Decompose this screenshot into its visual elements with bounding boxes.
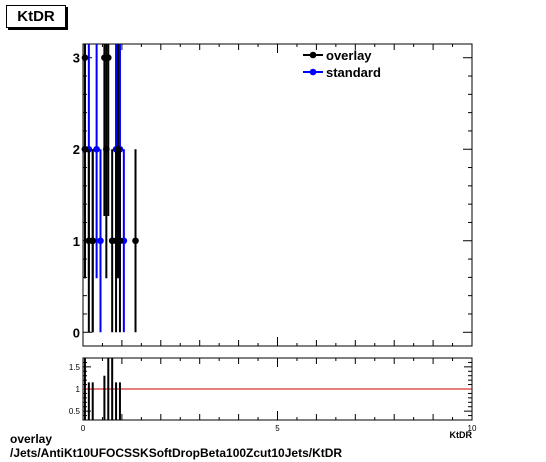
legend-label: overlay: [326, 48, 372, 63]
x-tick-label: 10: [468, 424, 477, 433]
ratio-y-tick-label: 1: [76, 385, 81, 394]
legend-label: standard: [326, 65, 381, 80]
chart-title: KtDR: [6, 5, 66, 28]
x-tick-label: 0: [81, 424, 86, 433]
y-tick-label: 3: [73, 51, 80, 66]
data-point: [93, 145, 100, 153]
ratio-y-tick-label: 0.5: [69, 407, 81, 416]
legend: overlay standard: [303, 48, 381, 80]
series-overlay: [81, 44, 139, 333]
ratio-y-tick-label: 1.5: [69, 363, 81, 372]
y-tick-label: 1: [73, 234, 80, 249]
x-tick-label: 5: [275, 424, 280, 433]
data-point: [104, 54, 112, 62]
footer-line-1: overlay: [10, 432, 53, 446]
legend-item-standard: standard: [303, 65, 381, 80]
legend-marker: [309, 68, 317, 76]
data-point: [81, 145, 89, 153]
data-point: [132, 237, 139, 245]
footer-line-2: /Jets/AntiKt10UFOCSSKSoftDropBeta100Zcut…: [10, 446, 343, 460]
data-point: [97, 237, 104, 245]
data-point: [89, 237, 97, 245]
ratio-plot-area: 0 5 10 0.5 1 1.5: [69, 357, 477, 433]
main-plot-frame: [82, 43, 473, 347]
y-tick-label: 2: [73, 142, 80, 157]
data-point: [116, 237, 124, 245]
legend-marker: [309, 51, 317, 59]
main-plot-area: 0 1 2 3: [73, 43, 473, 347]
y-tick-label: 0: [73, 325, 80, 340]
x-axis-label: KtDR: [450, 430, 473, 440]
legend-item-overlay: overlay: [303, 48, 372, 63]
